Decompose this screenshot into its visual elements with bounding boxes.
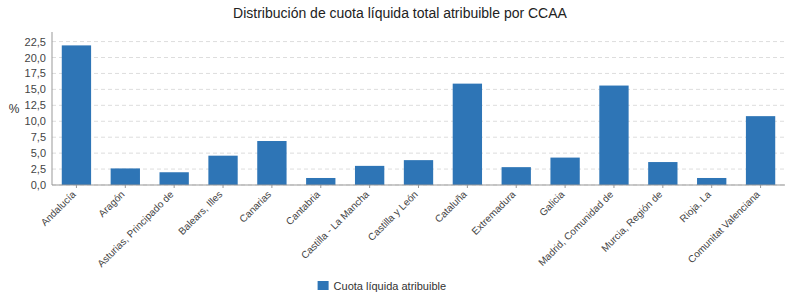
x-tick xyxy=(223,185,224,188)
bar xyxy=(257,141,286,185)
x-tick xyxy=(369,185,370,188)
x-tick xyxy=(174,185,175,188)
x-tick xyxy=(271,185,272,188)
grid-line xyxy=(52,89,785,90)
x-tick-label: Rioja, La xyxy=(677,188,713,224)
y-tick-label: 12,5 xyxy=(25,99,46,111)
y-axis-label: % xyxy=(9,102,20,116)
grid-line xyxy=(52,137,785,138)
bar xyxy=(746,116,775,185)
x-tick-label: Aragón xyxy=(96,189,127,220)
x-tick xyxy=(662,185,663,188)
x-tick-label: Murcia, Región de xyxy=(599,188,664,253)
y-tick-label: 20,0 xyxy=(25,52,46,64)
x-tick-label: Madrid, Comunidad de xyxy=(536,188,616,268)
x-tick-label: Asturias, Principado de xyxy=(95,188,176,269)
x-tick-label: Castilla y León xyxy=(366,189,420,243)
x-tick-label: Balears, Illes xyxy=(176,189,224,237)
x-tick xyxy=(516,185,517,188)
bar xyxy=(62,45,91,185)
grid-line xyxy=(52,73,785,74)
grid xyxy=(52,42,785,185)
bar xyxy=(160,172,189,185)
bar xyxy=(404,160,433,185)
grid-line xyxy=(52,153,785,154)
grid-line xyxy=(52,41,785,42)
title: Distribución de cuota líquida total atri… xyxy=(233,5,568,21)
x-tick-label: Extremadura xyxy=(469,188,518,237)
bar xyxy=(648,162,677,185)
x-tick xyxy=(125,185,126,188)
x-tick-label: Cantabria xyxy=(284,188,323,227)
x-tick xyxy=(467,185,468,188)
y-tick-label: 7,5 xyxy=(31,131,46,143)
y-tick-label: 0,0 xyxy=(31,179,46,191)
bar xyxy=(111,168,140,185)
x-tick-label: Comunitat Valenciana xyxy=(686,188,763,265)
legend: Cuota líquida atribuible xyxy=(318,280,447,292)
x-tick xyxy=(565,185,566,188)
x-tick-label: Canarias xyxy=(237,189,273,225)
legend-label: Cuota líquida atribuible xyxy=(334,280,447,292)
chart-container: Distribución de cuota líquida total atri… xyxy=(0,0,800,300)
y-tick-label: 15,0 xyxy=(25,83,46,95)
y-tick-label: 22,5 xyxy=(25,36,46,48)
bar xyxy=(550,158,579,185)
grid-line xyxy=(52,121,785,122)
y-tick-label: 17,5 xyxy=(25,67,46,79)
x-tick-label: Cataluña xyxy=(433,188,469,224)
y-tick-label: 2,5 xyxy=(31,163,46,175)
x-tick xyxy=(320,185,321,188)
x-tick xyxy=(760,185,761,188)
bar xyxy=(599,86,628,185)
bar xyxy=(208,156,237,185)
grid-line xyxy=(52,105,785,106)
chart: Distribución de cuota líquida total atri… xyxy=(0,0,800,300)
x-tick xyxy=(711,185,712,188)
bar xyxy=(306,178,335,185)
x-tick-label: Andalucía xyxy=(39,188,79,228)
y-axis-line xyxy=(52,32,53,185)
x-tick-label: Galicia xyxy=(537,188,567,218)
x-tick xyxy=(76,185,77,188)
bar xyxy=(355,166,384,185)
x-tick-label: Castilla - La Mancha xyxy=(299,188,372,261)
legend-swatch xyxy=(318,281,329,290)
bar xyxy=(453,84,482,185)
bar xyxy=(502,167,531,185)
grid-line xyxy=(52,57,785,58)
bar xyxy=(697,178,726,185)
y-tick-label: 5,0 xyxy=(31,147,46,159)
x-tick xyxy=(418,185,419,188)
y-tick-label: 10,0 xyxy=(25,115,46,127)
bars xyxy=(62,45,775,185)
x-tick xyxy=(613,185,614,188)
